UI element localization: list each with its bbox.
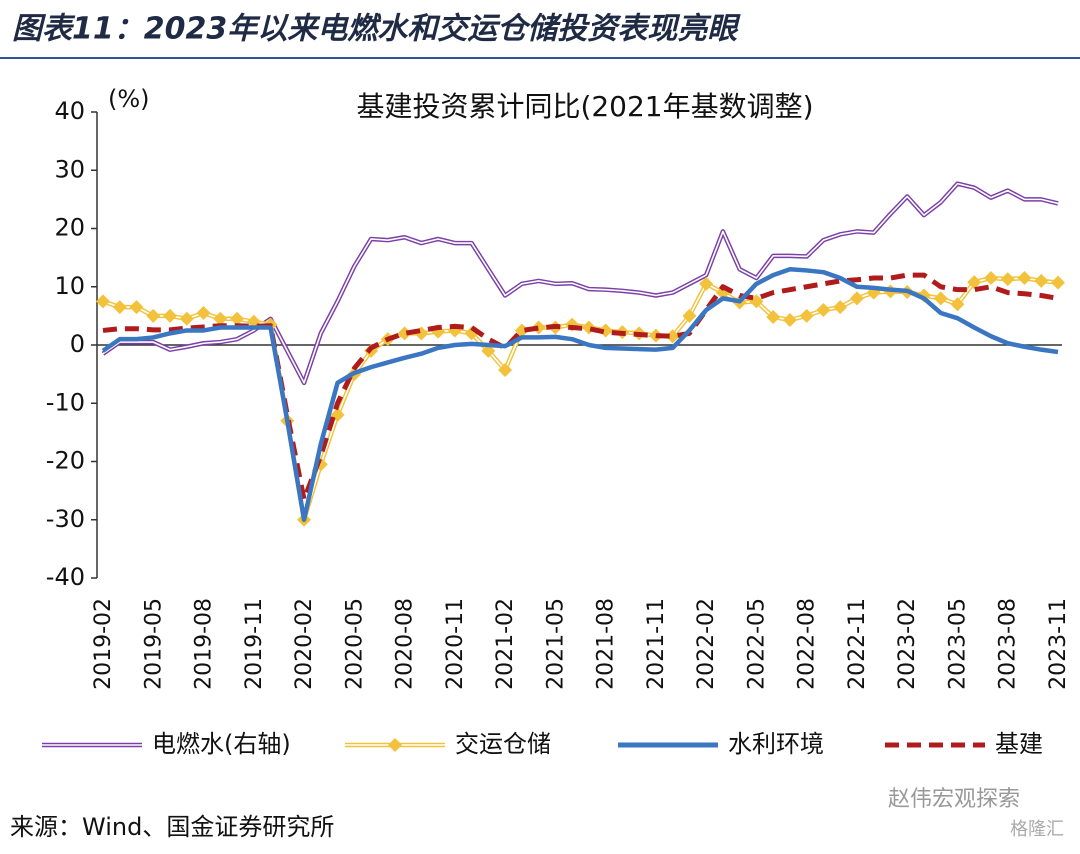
series-marker xyxy=(933,291,948,306)
series-marker xyxy=(146,308,161,323)
series-marker xyxy=(213,311,228,326)
series-line xyxy=(102,275,1059,522)
series-marker xyxy=(129,300,144,315)
series-line xyxy=(102,272,1059,502)
series-marker xyxy=(699,276,714,291)
x-tick-label: 2020-08 xyxy=(393,598,418,690)
x-tick-label: 2021-05 xyxy=(543,598,568,690)
y-tick-label: -40 xyxy=(46,563,85,591)
chart-title: 基建投资累计同比(2021年基数调整) xyxy=(356,90,813,123)
x-tick-label: 2023-05 xyxy=(945,598,970,690)
series-marker xyxy=(1000,272,1015,287)
series-marker xyxy=(514,323,529,338)
x-tick-label: 2021-11 xyxy=(644,598,669,690)
page-title: 图表11：2023年以来电燃水和交运仓储投资表现亮眼 xyxy=(12,12,741,47)
legend-label: 水利环境 xyxy=(728,730,824,758)
x-tick-label: 2019-02 xyxy=(91,598,116,690)
series-marker xyxy=(799,308,814,323)
x-tick-label: 2022-02 xyxy=(694,598,719,690)
y-tick-label: 30 xyxy=(54,155,85,183)
watermark-2: 格隆汇 xyxy=(1010,819,1064,840)
series-line-inner xyxy=(102,277,1059,521)
series-marker xyxy=(1051,275,1065,290)
series-marker xyxy=(967,275,982,290)
x-tick-label: 2019-05 xyxy=(141,598,166,690)
y-tick-label: -10 xyxy=(46,388,85,416)
series-marker xyxy=(849,291,864,306)
legend-label: 电燃水(右轴) xyxy=(152,730,291,758)
source-note: 来源：Wind、国金证券研究所 xyxy=(10,813,334,841)
x-tick-label: 2020-05 xyxy=(342,598,367,690)
series-marker xyxy=(230,311,245,326)
x-tick-label: 2020-11 xyxy=(443,598,468,690)
series-marker xyxy=(833,300,848,315)
y-tick-label: -20 xyxy=(46,447,85,475)
series-marker xyxy=(112,300,127,315)
series-marker xyxy=(397,326,412,341)
y-tick-label: 10 xyxy=(54,272,85,300)
x-tick-label: 2019-08 xyxy=(192,598,217,690)
y-axis-unit: (%) xyxy=(108,85,150,113)
x-tick-label: 2023-08 xyxy=(996,598,1021,690)
series-marker xyxy=(1034,273,1049,288)
series-marker xyxy=(1017,271,1032,286)
legend-label: 基建 xyxy=(995,730,1043,758)
series-marker xyxy=(196,305,211,320)
x-tick-label: 2019-11 xyxy=(242,598,267,690)
series-marker xyxy=(766,310,781,325)
y-tick-label: 0 xyxy=(70,330,85,358)
x-tick-label: 2022-08 xyxy=(795,598,820,690)
series-line xyxy=(101,181,1059,386)
series-marker xyxy=(782,312,797,327)
series-marker xyxy=(665,329,680,344)
legend-label: 交运仓储 xyxy=(455,730,551,758)
series-marker xyxy=(179,311,194,326)
series-marker xyxy=(816,303,831,318)
x-tick-label: 2022-11 xyxy=(845,598,870,690)
x-tick-label: 2022-05 xyxy=(744,598,769,690)
x-tick-label: 2023-02 xyxy=(895,598,920,690)
y-tick-label: -30 xyxy=(46,505,85,533)
x-tick-label: 2023-11 xyxy=(1046,598,1071,690)
y-tick-label: 20 xyxy=(54,214,85,242)
series-marker xyxy=(96,294,110,309)
legend-marker xyxy=(388,738,402,752)
y-tick-label: 40 xyxy=(54,97,85,125)
series-marker xyxy=(983,271,998,286)
x-tick-label: 2020-02 xyxy=(292,598,317,690)
series-marker xyxy=(950,297,965,312)
x-tick-label: 2021-02 xyxy=(493,598,518,690)
series-marker xyxy=(163,308,178,323)
series-line-inner xyxy=(102,182,1059,384)
x-tick-label: 2021-08 xyxy=(594,598,619,690)
series-line xyxy=(101,267,1059,522)
series-marker xyxy=(498,363,513,378)
watermark: 赵伟宏观探索 xyxy=(888,787,1020,812)
series-marker xyxy=(682,308,697,323)
